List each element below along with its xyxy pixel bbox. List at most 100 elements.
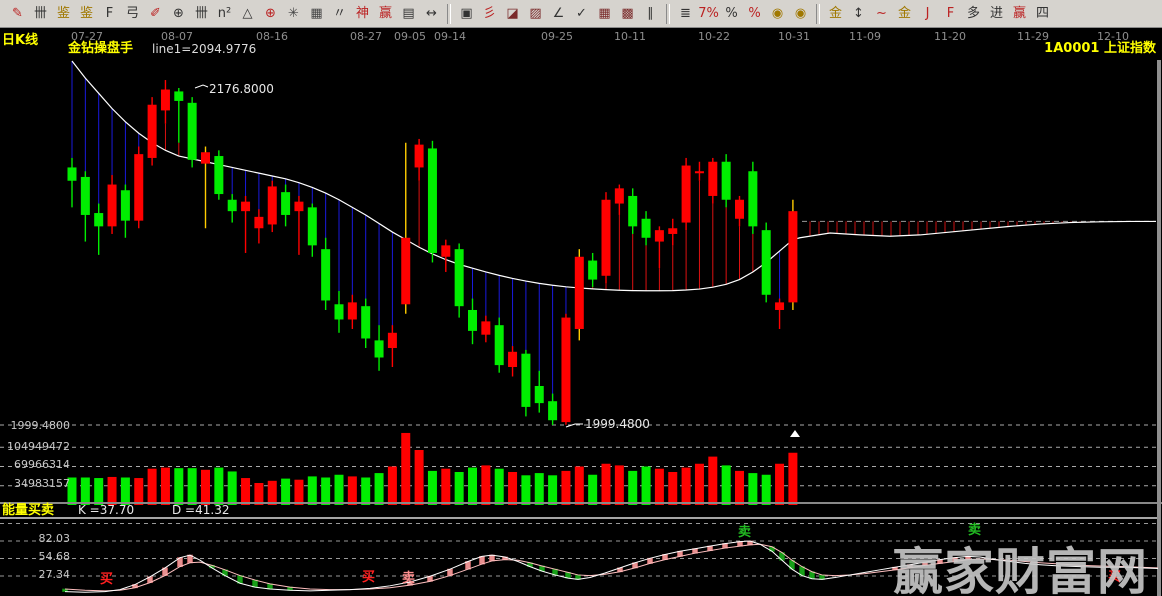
candle-body [241,201,251,212]
kd-scale-label: 27.34 [38,568,71,581]
toolbar-gold-line-icon[interactable]: 金 [828,6,842,21]
toolbar-duo-line-icon[interactable]: 多 [966,6,980,21]
toolbar-parallel-icon[interactable]: ∥ [647,6,654,21]
toolbar-brush-icon[interactable]: ✐ [150,6,161,21]
kd-pane-title[interactable]: 能量买卖 [2,503,55,518]
toolbar-percent-line-icon[interactable]: % [748,6,761,21]
toolbar-gold2-icon[interactable]: 金 [897,6,911,21]
toolbar-grid-icon[interactable]: ▦ [310,6,323,21]
volume-bar [721,465,731,505]
toolbar-crosshair-icon[interactable]: ⊕ [265,6,276,21]
toolbar-jin-line-icon[interactable]: 进 [989,6,1003,21]
candle-body [521,353,531,407]
volume-bar [427,470,437,505]
toolbar-grid-dense-icon[interactable]: ▩ [621,6,634,21]
volume-bar [147,468,157,505]
volume-bar [134,478,144,505]
volume-bar [294,479,304,505]
candle-body [214,156,224,195]
toolbar-updown-icon[interactable]: ↕ [853,6,864,21]
volume-bar [374,473,384,505]
kd-k-line [64,540,1159,593]
candle-body [628,195,638,227]
toolbar-f-line-icon[interactable]: F [946,6,955,21]
date-tick: 10-11 [614,30,646,43]
volume-bar [174,468,184,505]
period-label[interactable]: 日K线 [2,33,39,48]
price-axis-low-label: 1999.4800 [10,419,71,432]
toolbar-quote-icon[interactable]: 〃 [332,6,346,21]
toolbar-grid-red-icon[interactable]: ▦ [598,6,611,21]
toolbar-target-icon[interactable]: ⊕ [173,6,184,21]
toolbar-hatch-icon[interactable]: 卌 [33,6,47,21]
candle-body [294,201,304,212]
candle-body [174,91,184,101]
candle-body [614,188,624,204]
toolbar-hatch2-icon[interactable]: 卌 [194,6,208,21]
volume-bar [601,463,611,505]
toolbar-hatch-box-icon[interactable]: ▨ [529,6,542,21]
volume-bar [548,475,558,505]
toolbar-triangle-tool-icon[interactable]: △ [242,6,253,21]
toolbar-list-icon[interactable]: ≣ [680,6,691,21]
candle-body [120,190,130,221]
toolbar-arrow-span-icon[interactable]: ↔ [426,6,437,21]
toolbar-j-line-icon[interactable]: J [925,6,930,21]
date-tick: 12-10 [1097,30,1129,43]
volume-bar [508,472,518,505]
date-tick: 07-27 [71,30,103,43]
candle-body [307,207,317,246]
volume-scale-label: 34983157 [14,477,70,490]
date-tick: 08-16 [256,30,288,43]
volume-bar [748,473,758,505]
toolbar-pen-icon[interactable]: ✎ [12,6,23,21]
toolbar-ying-line-icon[interactable]: 赢 [1012,6,1026,21]
kd-bar [252,579,258,588]
toolbar-coin2-icon[interactable]: ◉ [794,6,807,21]
toolbar-ying-icon[interactable]: 赢 [378,6,392,21]
toolbar-angle-icon[interactable]: ∠ [552,6,565,21]
toolbar-f-tool-icon[interactable]: F [105,6,114,21]
candle-body [80,176,90,215]
date-tick: 11-09 [849,30,881,43]
toolbar-shaded-box-icon[interactable]: ◪ [506,6,519,21]
toolbar-rays-icon[interactable]: 彡 [482,6,496,21]
candle-body [254,216,264,229]
candle-body [267,186,277,225]
candle-body [427,148,437,253]
symbol-label[interactable]: 1A0001 上证指数 [1044,41,1156,56]
toolbar-n2-icon[interactable]: n² [217,6,232,21]
candle-body [534,386,544,404]
toolbar-box-tool-icon[interactable]: ▣ [460,6,473,21]
volume-bar [654,468,664,505]
toolbar-shen-icon[interactable]: 神 [355,6,369,21]
volume-bar [574,466,584,505]
right-border [1157,60,1161,596]
toolbar-si-line-icon[interactable]: 四 [1035,6,1049,21]
toolbar-grid2-icon[interactable]: ▤ [402,6,415,21]
toolbar-gold-seal2-icon[interactable]: 鉴 [79,6,93,21]
volume-bar [628,470,638,505]
toolbar-coin-icon[interactable]: ◉ [771,6,784,21]
candle-body [708,161,718,196]
signal-sell: 卖 [738,525,752,540]
toolbar-gold-seal-icon[interactable]: 鉴 [56,6,70,21]
toolbar-wave-icon[interactable]: ~ [876,6,887,21]
peak-pointer [194,84,209,89]
candle-body [67,167,77,181]
toolbar-bow-tool-icon[interactable]: 弓 [125,6,139,21]
candle-body [401,237,411,305]
toolbar-percent-icon[interactable]: % [725,6,738,21]
volume-bar [414,450,424,505]
candle-body [561,317,571,423]
date-tick: 11-29 [1017,30,1049,43]
toolbar-star-icon[interactable]: ✳ [288,6,299,21]
triangle-marker [790,430,800,437]
volume-bar [641,466,651,505]
toolbar-check-icon[interactable]: ✓ [576,6,587,21]
volume-bar [334,474,344,505]
candle-body [654,230,664,242]
volume-bar [241,478,251,505]
toolbar-seven-pct-icon[interactable]: 7% [698,6,719,21]
